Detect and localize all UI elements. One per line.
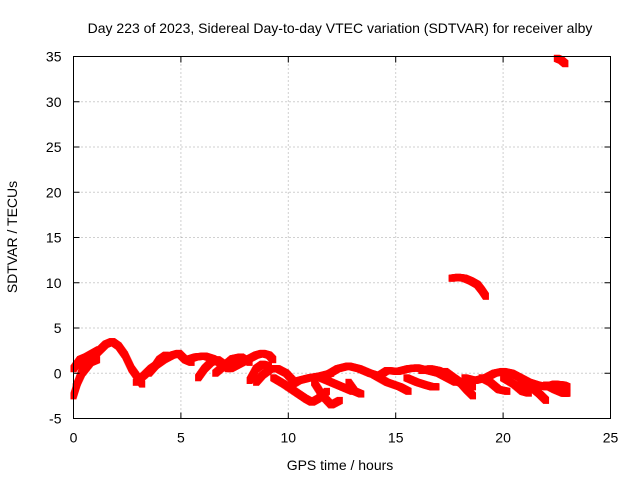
y-tick-label: 35 bbox=[46, 49, 62, 65]
data-point bbox=[94, 356, 101, 364]
data-point bbox=[433, 383, 440, 391]
series-arc-23 bbox=[478, 374, 511, 395]
series-arc-13 bbox=[311, 378, 343, 409]
series-arc-20 bbox=[442, 367, 477, 400]
data-point bbox=[562, 60, 569, 68]
axis-ticks bbox=[73, 56, 611, 419]
data-point bbox=[470, 392, 477, 400]
grid bbox=[73, 56, 611, 419]
data-point bbox=[482, 292, 489, 300]
data-point bbox=[336, 396, 343, 404]
y-tick-label: 10 bbox=[46, 275, 62, 291]
data-point bbox=[162, 351, 169, 359]
y-axis-label: SDTVAR / TECUs bbox=[4, 181, 20, 293]
data-point bbox=[323, 387, 330, 395]
y-tick-label: 0 bbox=[54, 365, 62, 381]
x-tick-label: 15 bbox=[388, 430, 404, 446]
data-point bbox=[246, 358, 253, 366]
data-point bbox=[358, 390, 365, 398]
data-point bbox=[225, 365, 232, 373]
series-arc-18 bbox=[403, 374, 440, 391]
data-point bbox=[96, 346, 103, 354]
y-tick-label: 20 bbox=[46, 184, 62, 200]
data-point bbox=[470, 383, 477, 391]
x-tick-label: 20 bbox=[495, 430, 511, 446]
y-tick-label: -5 bbox=[49, 411, 62, 427]
series-arc-02 bbox=[70, 346, 103, 373]
series-arc-25 bbox=[517, 376, 550, 404]
series-arc-17 bbox=[371, 371, 412, 395]
series-arc-03 bbox=[72, 356, 101, 391]
series-arc-16 bbox=[345, 378, 365, 398]
data-point bbox=[564, 389, 571, 397]
data-point bbox=[504, 387, 511, 395]
chart-title: Day 223 of 2023, Sidereal Day-to-day VTE… bbox=[88, 20, 593, 36]
data-point bbox=[525, 389, 532, 397]
data-point bbox=[543, 396, 550, 404]
series-arc-05 bbox=[145, 351, 169, 377]
series-arc-27 bbox=[553, 54, 569, 68]
series-arc-08 bbox=[212, 353, 253, 377]
tick-labels: 0 5 10 15 20 25 -5 0 5 10 15 20 25 30 35 bbox=[46, 49, 619, 446]
data-point bbox=[564, 383, 571, 391]
y-tick-label: 30 bbox=[46, 94, 62, 110]
x-tick-label: 5 bbox=[177, 430, 185, 446]
x-tick-label: 10 bbox=[281, 430, 297, 446]
y-tick-label: 5 bbox=[54, 320, 62, 336]
series-arc-21 bbox=[448, 273, 489, 300]
y-tick-label: 15 bbox=[46, 230, 62, 246]
x-tick-label: 25 bbox=[603, 430, 619, 446]
y-tick-label: 25 bbox=[46, 139, 62, 155]
series-arc-26 bbox=[543, 381, 571, 397]
series-arc-24 bbox=[500, 374, 532, 397]
x-tick-label: 0 bbox=[70, 430, 78, 446]
data-points bbox=[70, 54, 571, 409]
data-point bbox=[405, 387, 412, 395]
x-axis-label: GPS time / hours bbox=[287, 457, 394, 473]
data-point bbox=[139, 380, 146, 388]
data-point bbox=[270, 356, 277, 364]
